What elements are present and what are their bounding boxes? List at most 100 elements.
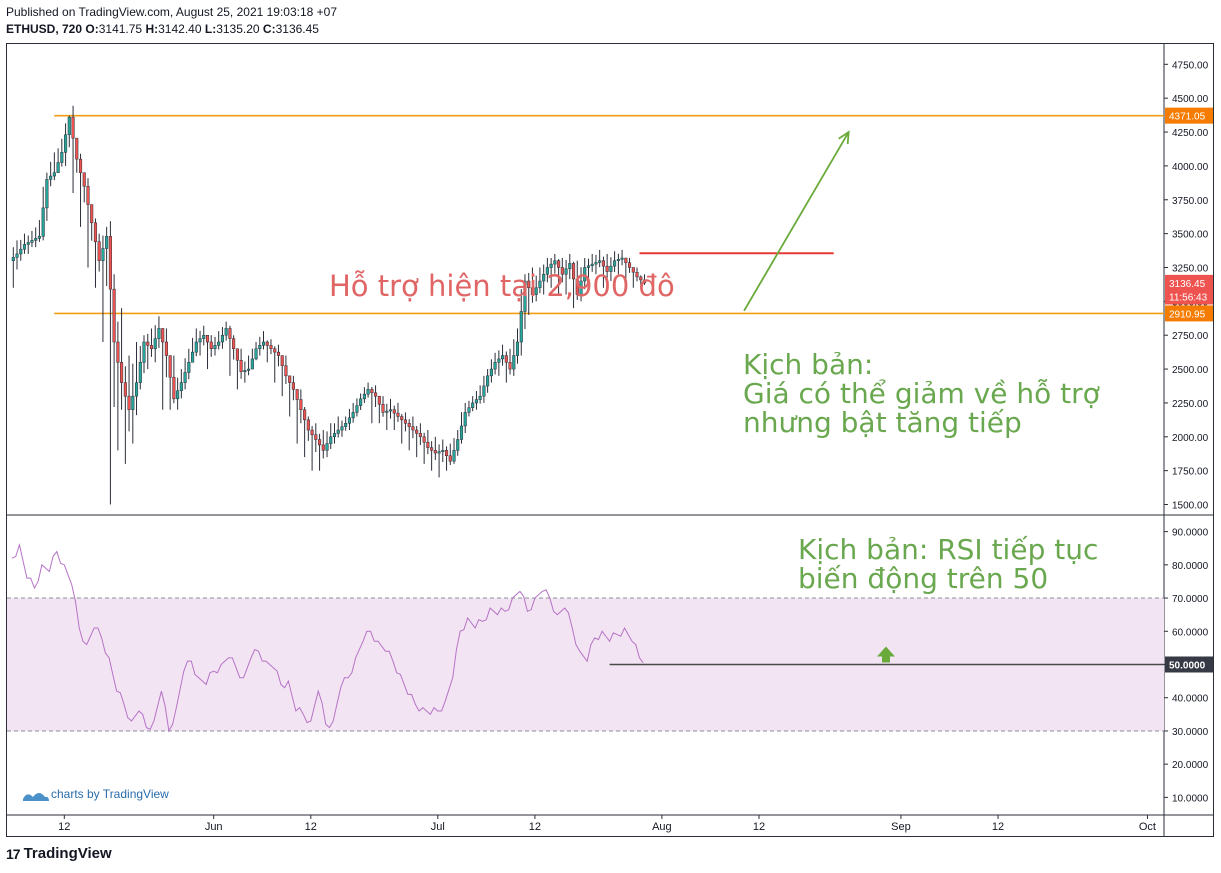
candle-body xyxy=(545,267,549,275)
price-tick-label: 3500.00 xyxy=(1172,230,1209,241)
candle-body xyxy=(336,429,340,434)
candle-body xyxy=(52,172,56,177)
candle-body xyxy=(489,368,493,377)
time-tick-label: Oct xyxy=(1139,821,1156,833)
projection-arrow-shaft[interactable] xyxy=(743,131,850,312)
candle-body xyxy=(366,389,370,395)
time-tick-label: 12 xyxy=(58,821,70,833)
time-tick-label: 12 xyxy=(529,821,541,833)
ohlc-line: ETHUSD, 720 O:3141.75 H:3142.40 L:3135.2… xyxy=(6,22,319,36)
candle-body xyxy=(314,434,318,440)
price-tag-bg xyxy=(1165,288,1213,305)
price-tag-bg xyxy=(1165,107,1213,124)
footer-brand[interactable]: 17 TradingView xyxy=(6,845,112,862)
price-tag-bg xyxy=(1165,274,1213,291)
time-tick-label: 12 xyxy=(992,821,1004,833)
candle-body xyxy=(627,262,632,268)
candle-body xyxy=(433,450,437,454)
candle-body xyxy=(635,271,639,278)
candle-body xyxy=(11,257,15,261)
candle-body xyxy=(142,341,146,363)
candle-body xyxy=(176,390,180,400)
candle-body xyxy=(586,265,591,268)
candle-body xyxy=(146,341,150,346)
candle-body xyxy=(19,248,23,255)
watermark-text[interactable]: charts by TradingView xyxy=(51,787,169,801)
candle-body xyxy=(422,436,426,443)
candle-body xyxy=(381,404,385,413)
chart-frame[interactable]: 4750.00 4500.00 4250.00 4000.00 3750.00 3500.… xyxy=(6,43,1214,837)
candle-body xyxy=(340,426,344,431)
candle-body xyxy=(101,248,105,261)
candle-body xyxy=(247,368,251,371)
low-value: 3135.20 xyxy=(216,22,260,36)
candle-body xyxy=(93,222,98,243)
candle-body xyxy=(168,355,172,378)
candle-body xyxy=(310,429,314,436)
candle-body xyxy=(370,389,374,394)
chart-canvas[interactable]: 4750.00 4500.00 4250.00 4000.00 3750.00 3500.… xyxy=(7,44,1213,836)
candle-body xyxy=(377,395,381,405)
price-tick-label: 4250.00 xyxy=(1172,128,1209,139)
candle-body xyxy=(90,204,94,224)
candle-body xyxy=(437,451,441,454)
candle-body xyxy=(280,355,284,366)
candle-body xyxy=(131,395,135,410)
candle-body xyxy=(508,362,512,370)
candle-body xyxy=(542,274,546,282)
candle-body xyxy=(235,348,239,361)
candle-body xyxy=(560,267,564,275)
candle-body xyxy=(318,439,322,446)
candle-body xyxy=(613,260,617,267)
candle-body xyxy=(258,345,262,350)
candle-body xyxy=(486,375,490,387)
candle-body xyxy=(153,338,157,350)
price-tick-label: 1750.00 xyxy=(1172,467,1209,478)
candle-body xyxy=(64,134,68,153)
candle-body xyxy=(512,355,516,370)
rsi-value-tag-bg xyxy=(1165,656,1213,673)
candle-body xyxy=(213,345,217,350)
candle-body xyxy=(239,360,243,373)
price-tag-label: 4371.05 xyxy=(1169,112,1206,123)
candle-body xyxy=(553,260,557,265)
candle-body xyxy=(108,236,112,290)
candle-body xyxy=(37,236,41,239)
up-arrow-icon xyxy=(876,646,895,663)
candle-body xyxy=(26,242,30,245)
candle-body xyxy=(183,372,187,383)
time-tick-label: Aug xyxy=(652,821,672,833)
candle-body xyxy=(243,370,247,373)
candle-body xyxy=(202,334,206,339)
price-tick-label: 2750.00 xyxy=(1172,331,1209,342)
rsi-tick-label: 10.0000 xyxy=(1172,793,1209,804)
candle-body xyxy=(329,436,333,444)
time-tick-label: Jul xyxy=(431,821,445,833)
candle-body xyxy=(504,355,508,363)
candle-body xyxy=(269,345,273,350)
open-value: 3141.75 xyxy=(98,22,143,36)
price-tick-label: 2000.00 xyxy=(1172,433,1209,444)
price-tick-label: 3250.00 xyxy=(1172,263,1209,274)
high-value: 3142.40 xyxy=(158,22,202,36)
candle-body xyxy=(306,419,310,431)
price-tick-label: 4000.00 xyxy=(1172,162,1209,173)
candle-body xyxy=(493,362,497,370)
candle-body xyxy=(388,409,393,412)
candle-body xyxy=(116,341,120,363)
rsi-tick-label: 70.0000 xyxy=(1172,594,1209,605)
candle-body xyxy=(34,238,38,241)
price-tick-label: 4500.00 xyxy=(1172,94,1209,105)
price-tag-label: 2910.95 xyxy=(1169,309,1206,320)
candle-body xyxy=(624,257,628,263)
candle-body xyxy=(60,152,64,163)
candle-body xyxy=(590,263,594,267)
candle-body xyxy=(445,450,449,457)
candle-body xyxy=(515,341,520,356)
price-tick-label: 1500.00 xyxy=(1172,501,1209,512)
rsi-tick-label: 80.0000 xyxy=(1172,561,1209,572)
candle-body xyxy=(362,393,366,400)
candle-body xyxy=(467,407,471,413)
candle-body xyxy=(642,279,647,284)
support-annotation: Hỗ trợ hiện tại 2,900 đô xyxy=(329,269,675,303)
